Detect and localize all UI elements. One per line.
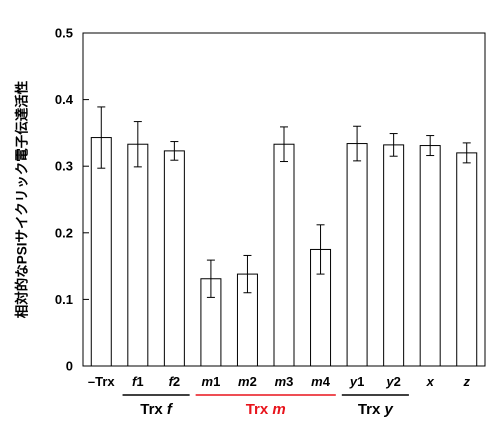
labels: 0 0.1 0.2 0.3 0.4 0.5 –Trx f1 f2 m1 m2 m3 m4 y1 y2 x z Tr… bbox=[55, 26, 471, 419]
x-category-label: f1 bbox=[132, 374, 144, 389]
bar bbox=[346, 143, 368, 367]
bar bbox=[127, 143, 149, 367]
bar bbox=[90, 137, 112, 367]
bar bbox=[273, 143, 295, 367]
x-category-label: y1 bbox=[349, 374, 364, 389]
x-category-label: m3 bbox=[275, 374, 294, 389]
bars bbox=[90, 106, 478, 367]
group-label: Trx m bbox=[246, 401, 286, 418]
y-tick-label: 0 bbox=[66, 359, 73, 374]
x-category-label: –Trx bbox=[88, 374, 116, 389]
y-axis-label: 相対的なPSIサイクリック電子伝達活性 bbox=[14, 80, 30, 318]
x-category-label: m2 bbox=[238, 374, 257, 389]
group-label: Trx y bbox=[358, 401, 394, 418]
y-tick-label: 0.3 bbox=[55, 159, 73, 174]
bar bbox=[456, 152, 478, 367]
x-category-label: f2 bbox=[169, 374, 181, 389]
bar bbox=[383, 144, 405, 367]
y-tick-label: 0.5 bbox=[55, 26, 73, 41]
x-category-label: m4 bbox=[311, 374, 331, 389]
x-category-label: x bbox=[426, 374, 435, 389]
x-category-label: y2 bbox=[385, 374, 400, 389]
x-category-label: z bbox=[462, 374, 470, 389]
bar bbox=[163, 150, 185, 367]
y-tick-label: 0.4 bbox=[55, 92, 74, 107]
y-tick-label: 0.2 bbox=[55, 225, 73, 240]
group-label: Trx f bbox=[140, 401, 174, 418]
y-tick-label: 0.1 bbox=[55, 292, 73, 307]
x-category-label: m1 bbox=[202, 374, 221, 389]
bar bbox=[419, 145, 441, 367]
